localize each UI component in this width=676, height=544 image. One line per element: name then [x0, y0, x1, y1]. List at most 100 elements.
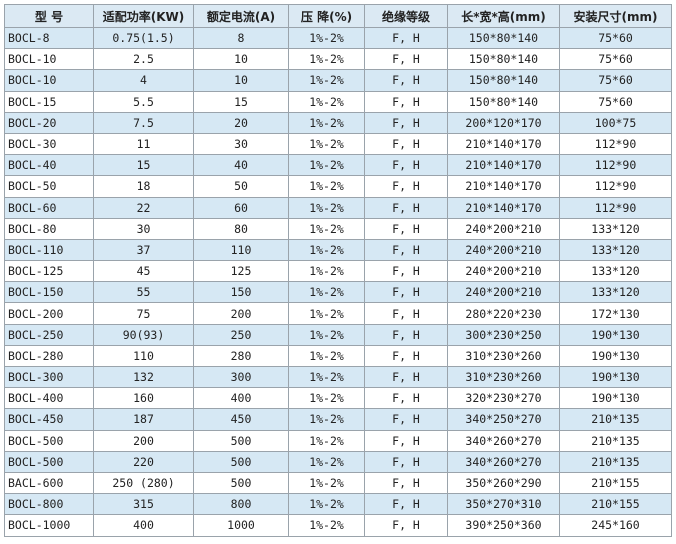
table-cell: BOCL-110 [4, 238, 94, 262]
table-row: BOCL-400 160 400 1%-2% F, H 320*230*270 190*13… [4, 387, 672, 410]
table-cell: BOCL-800 [4, 493, 94, 516]
table-cell: 172*130 [559, 302, 672, 325]
table-cell: BOCL-10 [4, 48, 94, 71]
table-cell: 1%-2% [288, 387, 365, 410]
table-cell: 340*260*270 [447, 450, 560, 473]
table-cell: F, H [364, 69, 448, 92]
table-cell: 1%-2% [288, 217, 365, 240]
table-cell: 800 [193, 493, 289, 516]
table-cell: 1%-2% [288, 154, 365, 177]
table-cell: 90(93) [93, 323, 194, 346]
table-cell: 1%-2% [288, 323, 365, 346]
table-cell: 310*230*260 [447, 344, 560, 368]
table-cell: 5.5 [93, 90, 194, 113]
table-cell: F, H [364, 365, 448, 389]
table-cell: F, H [364, 493, 448, 516]
table-cell: 1%-2% [288, 302, 365, 325]
table-cell: F, H [364, 408, 448, 431]
table-cell: 75*60 [559, 48, 672, 71]
table-body: BOCL-8 0.75(1.5) 8 1%-2% F, H 150*80*140 75*60… [4, 26, 672, 537]
table-cell: 2.5 [93, 48, 194, 71]
table-cell: 450 [193, 408, 289, 431]
table-cell: 240*200*210 [447, 238, 560, 262]
table-cell: 112*90 [559, 132, 672, 156]
table-cell: 150*80*140 [447, 90, 560, 113]
table-cell: BOCL-20 [4, 111, 94, 134]
table-cell: F, H [364, 111, 448, 134]
table-row: BOCL-500 200 500 1%-2% F, H 340*260*270 210*13… [4, 429, 672, 452]
table-cell: F, H [364, 196, 448, 219]
table-cell: 112*90 [559, 154, 672, 177]
table-cell: 80 [193, 217, 289, 240]
table-cell: 1%-2% [288, 365, 365, 389]
table-cell: F, H [364, 154, 448, 177]
table-cell: F, H [364, 387, 448, 410]
table-cell: 112*90 [559, 196, 672, 219]
table-cell: 22 [93, 196, 194, 219]
header-cell: 绝缘等级 [364, 4, 448, 28]
table-row: BOCL-40 15 40 1%-2% F, H 210*140*170 112*90 [4, 154, 672, 177]
table-cell: 110 [193, 238, 289, 262]
table-cell: 340*260*270 [447, 429, 560, 452]
table-cell: 75 [93, 302, 194, 325]
table-cell: F, H [364, 260, 448, 283]
header-cell: 型 号 [4, 4, 94, 28]
table-cell: 1%-2% [288, 429, 365, 452]
table-cell: 132 [93, 365, 194, 389]
table-cell: BOCL-40 [4, 154, 94, 177]
table-cell: 210*140*170 [447, 132, 560, 156]
table-cell: 1%-2% [288, 471, 365, 495]
table-row: BOCL-10 2.5 10 1%-2% F, H 150*80*140 75*60 [4, 48, 672, 71]
table-cell: 500 [193, 471, 289, 495]
table-cell: 210*135 [559, 408, 672, 431]
table-cell: 310*230*260 [447, 365, 560, 389]
table-cell: 150*80*140 [447, 26, 560, 50]
table-cell: BOCL-150 [4, 281, 94, 304]
table-cell: 30 [193, 132, 289, 156]
table-cell: 190*130 [559, 344, 672, 368]
table-row: BOCL-150 55 150 1%-2% F, H 240*200*210 133*120 [4, 281, 672, 304]
table-cell: 15 [93, 154, 194, 177]
table-cell: 240*200*210 [447, 217, 560, 240]
table-cell: 1%-2% [288, 48, 365, 71]
table-cell: F, H [364, 48, 448, 71]
table-cell: 40 [193, 154, 289, 177]
table-cell: 1%-2% [288, 281, 365, 304]
table-cell: 280 [193, 344, 289, 368]
header-cell: 适配功率(KW) [93, 4, 194, 28]
table-cell: BOCL-400 [4, 387, 94, 410]
table-cell: 125 [193, 260, 289, 283]
header-cell: 长*宽*高(mm) [447, 4, 560, 28]
table-cell: 1%-2% [288, 111, 365, 134]
table-row: BACL-600 250 (280) 500 1%-2% F, H 350*260*290… [4, 471, 672, 495]
table-cell: 20 [193, 111, 289, 134]
table-cell: 210*135 [559, 429, 672, 452]
table-cell: 1%-2% [288, 90, 365, 113]
table-cell: 245*160 [559, 514, 672, 537]
header-cell: 压 降(%) [288, 4, 365, 28]
table-cell: F, H [364, 471, 448, 495]
table-cell: F, H [364, 132, 448, 156]
table-cell: 110 [93, 344, 194, 368]
table-row: BOCL-20 7.5 20 1%-2% F, H 200*120*170 100*75 [4, 111, 672, 134]
table-cell: BOCL-50 [4, 175, 94, 198]
table-cell: 210*155 [559, 471, 672, 495]
table-cell: 190*130 [559, 365, 672, 389]
table-cell: 200*120*170 [447, 111, 560, 134]
table-cell: 75*60 [559, 69, 672, 92]
table-cell: 210*135 [559, 450, 672, 473]
table-cell: BOCL-30 [4, 132, 94, 156]
table-cell: 60 [193, 196, 289, 219]
table-cell: 10 [193, 48, 289, 71]
table-cell: 112*90 [559, 175, 672, 198]
table-cell: BOCL-125 [4, 260, 94, 283]
table-row: BOCL-800 315 800 1%-2% F, H 350*270*310 210*15… [4, 493, 672, 516]
table-cell: 210*155 [559, 493, 672, 516]
table-cell: 0.75(1.5) [93, 26, 194, 50]
table-cell: 350*270*310 [447, 493, 560, 516]
table-row: BOCL-30 11 30 1%-2% F, H 210*140*170 112*90 [4, 132, 672, 156]
table-cell: 220 [93, 450, 194, 473]
table-cell: 200 [193, 302, 289, 325]
table-cell: 400 [93, 514, 194, 537]
table-cell: 400 [193, 387, 289, 410]
